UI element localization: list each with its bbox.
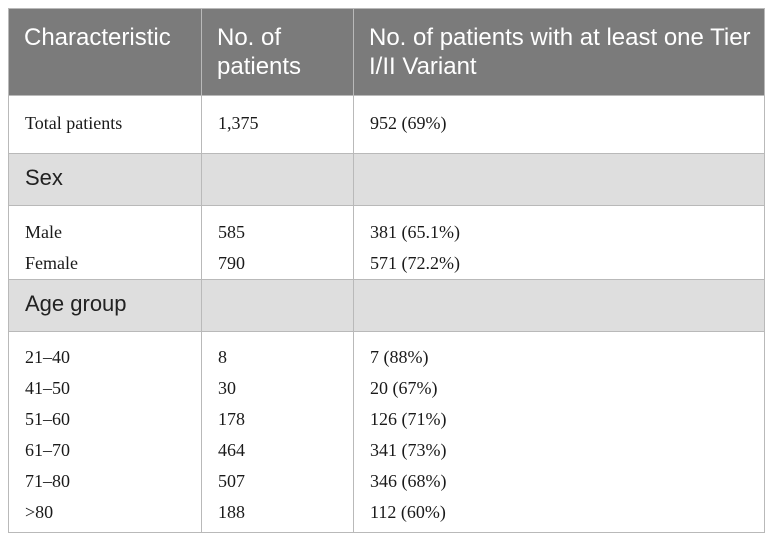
age-label: 41–50	[25, 378, 70, 398]
age-count: 188	[218, 502, 245, 522]
age-count: 30	[218, 378, 236, 398]
sex-variant-male: 381 (65.1%)	[370, 222, 460, 242]
age-count: 507	[218, 471, 245, 491]
section-empty-cell	[353, 153, 765, 206]
header-no-of-patients: No. of patients	[201, 8, 354, 96]
total-count: 1,375	[201, 95, 354, 154]
age-label: 61–70	[25, 440, 70, 460]
table-row-total: Total patients 1,375 952 (69%)	[8, 95, 765, 154]
patient-characteristics-table: Characteristic No. of patients No. of pa…	[8, 8, 765, 533]
total-variant: 952 (69%)	[353, 95, 765, 154]
section-row-sex: Sex	[8, 153, 765, 206]
header-characteristic: Characteristic	[8, 8, 202, 96]
sex-count-male: 585	[218, 222, 245, 242]
sex-count-female: 790	[218, 253, 245, 273]
header-patients-with-variant: No. of patients with at least one Tier I…	[353, 8, 765, 96]
section-empty-cell	[353, 279, 765, 332]
age-variant: 126 (71%)	[370, 409, 447, 429]
age-variant: 7 (88%)	[370, 347, 429, 367]
age-label: 71–80	[25, 471, 70, 491]
age-count: 464	[218, 440, 245, 460]
age-label: 21–40	[25, 347, 70, 367]
age-variant: 20 (67%)	[370, 378, 438, 398]
section-empty-cell	[201, 279, 354, 332]
section-row-age-group: Age group	[8, 279, 765, 332]
table-row-sex-groups: Male Female 585 790 381 (65.1%) 571 (72.…	[8, 205, 765, 280]
age-variant: 346 (68%)	[370, 471, 447, 491]
total-label: Total patients	[8, 95, 202, 154]
age-label: 51–60	[25, 409, 70, 429]
age-label: >80	[25, 502, 54, 522]
sex-variants-cell: 381 (65.1%) 571 (72.2%)	[353, 205, 765, 280]
age-counts-cell: 8 30 178 464 507 188	[201, 331, 354, 533]
age-variant: 341 (73%)	[370, 440, 447, 460]
age-count: 178	[218, 409, 245, 429]
sex-variant-female: 571 (72.2%)	[370, 253, 460, 273]
age-variant: 112 (60%)	[370, 502, 446, 522]
table-header: Characteristic No. of patients No. of pa…	[8, 8, 765, 96]
sex-counts-cell: 585 790	[201, 205, 354, 280]
header-row: Characteristic No. of patients No. of pa…	[8, 8, 765, 96]
sex-labels-cell: Male Female	[8, 205, 202, 280]
age-variants-cell: 7 (88%) 20 (67%) 126 (71%) 341 (73%) 346…	[353, 331, 765, 533]
section-title-sex: Sex	[8, 153, 202, 206]
age-labels-cell: 21–40 41–50 51–60 61–70 71–80 >80	[8, 331, 202, 533]
section-empty-cell	[201, 153, 354, 206]
sex-label-female: Female	[25, 253, 78, 273]
table-body: Total patients 1,375 952 (69%) Sex Male …	[8, 95, 765, 533]
age-count: 8	[218, 347, 227, 367]
table-row-age-groups: 21–40 41–50 51–60 61–70 71–80 >80 8 30 1…	[8, 331, 765, 533]
sex-label-male: Male	[25, 222, 62, 242]
section-title-age-group: Age group	[8, 279, 202, 332]
